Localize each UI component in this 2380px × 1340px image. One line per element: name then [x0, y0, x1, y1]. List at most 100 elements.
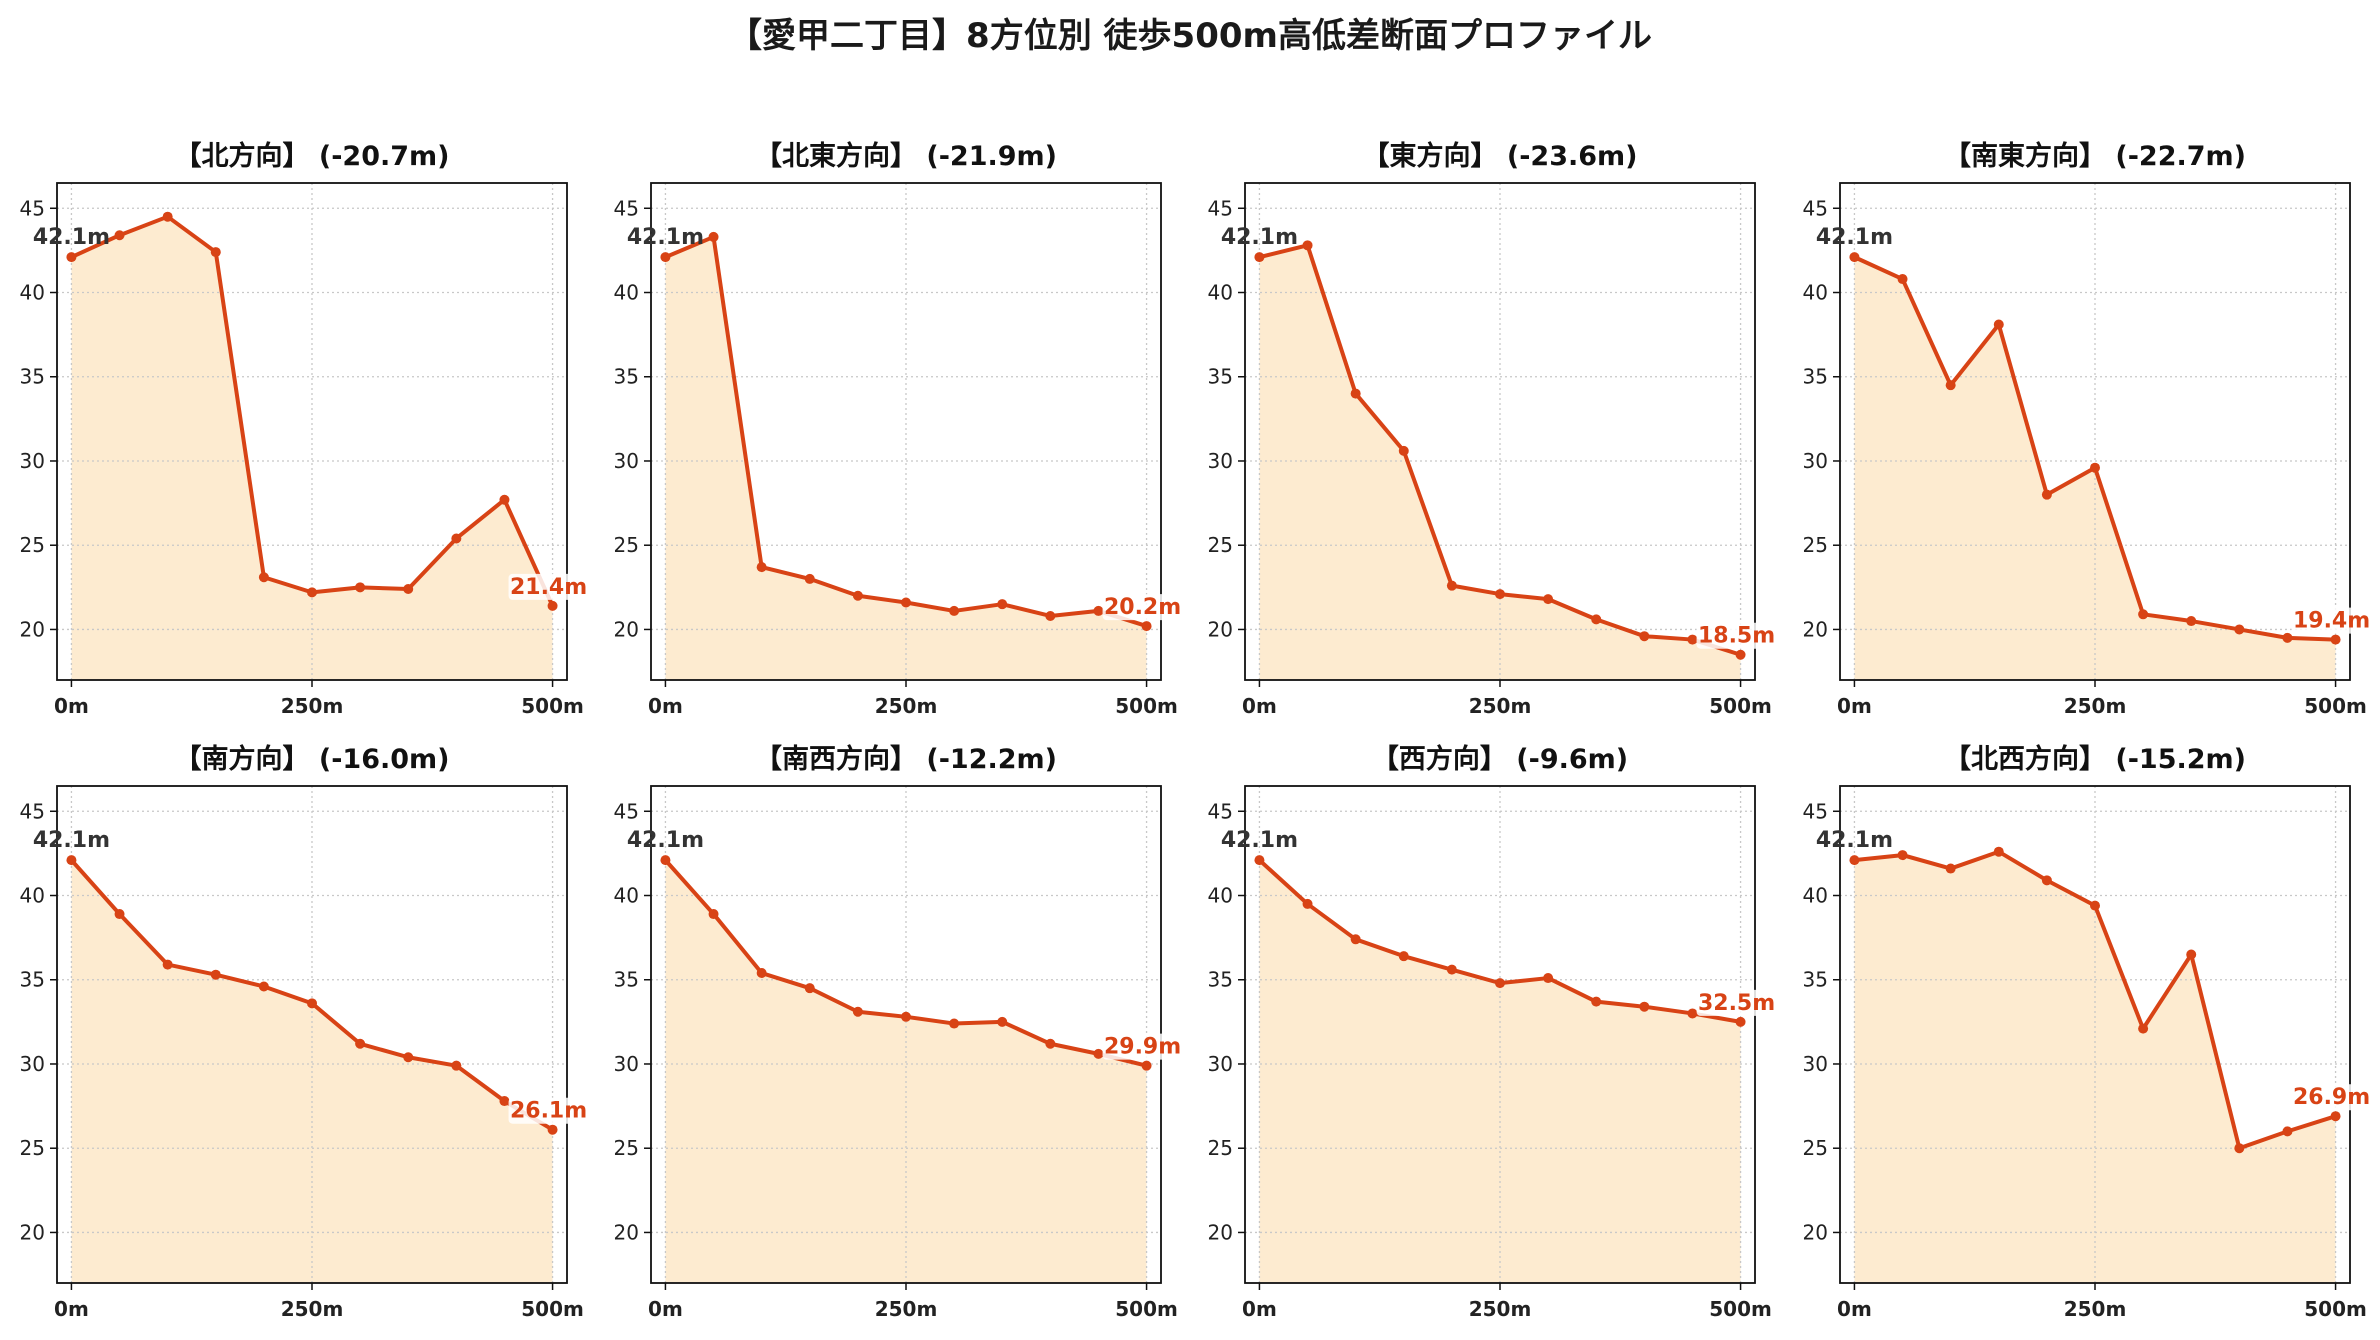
y-tick-label: 30 — [20, 1052, 45, 1076]
y-tick-label: 30 — [1208, 449, 1233, 473]
end-label-background — [1102, 594, 1183, 621]
y-tick-label: 40 — [20, 884, 45, 908]
data-point — [499, 494, 510, 505]
data-point — [1254, 855, 1265, 866]
y-tick-label: 30 — [20, 449, 45, 473]
start-elevation-label: 42.1m — [33, 225, 110, 250]
y-tick-label: 25 — [1803, 533, 1828, 557]
data-point — [1446, 580, 1457, 591]
data-point — [1945, 380, 1956, 391]
data-point — [547, 600, 558, 611]
data-point — [1141, 1060, 1152, 1071]
y-tick-label: 20 — [614, 1220, 639, 1244]
x-tick-label: 500m — [521, 694, 584, 718]
data-point — [2041, 489, 2052, 500]
data-point — [1141, 621, 1152, 632]
data-point — [804, 983, 815, 994]
x-tick-label: 0m — [54, 1297, 89, 1321]
end-label-background — [1696, 622, 1777, 649]
y-tick-label: 45 — [1803, 799, 1828, 823]
data-point — [1543, 594, 1554, 605]
y-tick-label: 20 — [1803, 1220, 1828, 1244]
panel-title: 【西方向】 (-9.6m) — [1372, 743, 1628, 775]
end-elevation-label: 26.1m — [510, 1099, 587, 1124]
data-point — [1398, 951, 1409, 962]
data-point — [1639, 631, 1650, 642]
data-point — [499, 1096, 510, 1107]
y-tick-label: 35 — [1803, 968, 1828, 992]
area-fill — [665, 236, 1147, 680]
y-tick-label: 25 — [1208, 533, 1233, 557]
data-point — [2138, 609, 2149, 620]
x-tick-label: 0m — [648, 1297, 683, 1321]
x-tick-label: 500m — [2304, 1297, 2367, 1321]
data-point — [2138, 1023, 2149, 1034]
data-point — [1945, 863, 1956, 874]
data-point — [1045, 1038, 1056, 1049]
data-point — [1093, 1048, 1104, 1059]
x-tick-label: 250m — [2064, 1297, 2127, 1321]
chart-panel-2: 【北東方向】 (-21.9m) 20 25 30 35 40 45 0m 250m 500m 42.… — [614, 140, 1183, 718]
data-point — [1495, 978, 1505, 989]
y-tick-label: 30 — [1803, 449, 1828, 473]
y-tick-label: 20 — [1208, 617, 1233, 641]
data-point — [1446, 964, 1457, 975]
y-tick-label: 20 — [614, 617, 639, 641]
data-point — [1849, 252, 1860, 263]
y-tick-label: 35 — [614, 968, 639, 992]
y-tick-label: 25 — [1208, 1136, 1233, 1160]
data-point — [66, 252, 77, 263]
y-tick-label: 20 — [20, 617, 45, 641]
data-point — [1591, 614, 1602, 625]
data-point — [2090, 900, 2100, 911]
data-point — [162, 211, 173, 222]
x-tick-label: 250m — [875, 694, 938, 718]
data-point — [1254, 252, 1265, 263]
data-point — [756, 968, 767, 979]
data-point — [66, 855, 77, 866]
data-point — [1735, 649, 1746, 660]
data-point — [2330, 634, 2341, 645]
y-tick-label: 35 — [20, 365, 45, 389]
end-label-background — [1696, 989, 1777, 1016]
end-label-background — [1102, 1033, 1183, 1060]
data-point — [451, 1060, 462, 1071]
x-tick-label: 250m — [875, 1297, 938, 1321]
end-label-background — [508, 1097, 589, 1124]
panel-title: 【南西方向】 (-12.2m) — [755, 743, 1057, 775]
x-tick-label: 500m — [2304, 694, 2367, 718]
y-tick-label: 35 — [614, 365, 639, 389]
data-point — [756, 562, 767, 573]
x-tick-label: 500m — [1115, 694, 1178, 718]
chart-panel-8: 【北西方向】 (-15.2m) 20 25 30 35 40 45 0m 250m 500m 42.… — [1803, 743, 2372, 1321]
data-point — [804, 573, 815, 584]
x-tick-label: 250m — [281, 1297, 344, 1321]
data-point — [307, 998, 317, 1009]
data-point — [355, 1038, 366, 1049]
y-tick-label: 40 — [1803, 884, 1828, 908]
panel-title: 【南東方向】 (-22.7m) — [1944, 140, 2246, 172]
data-point — [2330, 1111, 2341, 1122]
data-point — [1543, 973, 1554, 984]
y-tick-label: 25 — [1803, 1136, 1828, 1160]
y-tick-label: 35 — [1208, 365, 1233, 389]
y-tick-label: 35 — [1803, 365, 1828, 389]
data-point — [660, 252, 671, 263]
end-elevation-label: 20.2m — [1104, 595, 1181, 620]
x-tick-label: 500m — [1709, 1297, 1772, 1321]
x-tick-label: 500m — [521, 1297, 584, 1321]
data-point — [997, 599, 1008, 610]
data-point — [1687, 634, 1698, 645]
data-point — [1687, 1008, 1698, 1019]
y-tick-label: 45 — [1208, 196, 1233, 220]
x-tick-label: 500m — [1115, 1297, 1178, 1321]
x-tick-label: 0m — [1242, 694, 1277, 718]
data-point — [1302, 240, 1313, 251]
data-point — [1302, 898, 1313, 909]
data-point — [2090, 462, 2100, 473]
chart-panel-5: 【南方向】 (-16.0m) 20 25 30 35 40 45 0m 250m 500m 42.1… — [20, 743, 589, 1321]
y-tick-label: 45 — [1208, 799, 1233, 823]
data-point — [307, 587, 317, 598]
panel-title: 【南方向】 (-16.0m) — [174, 743, 449, 775]
